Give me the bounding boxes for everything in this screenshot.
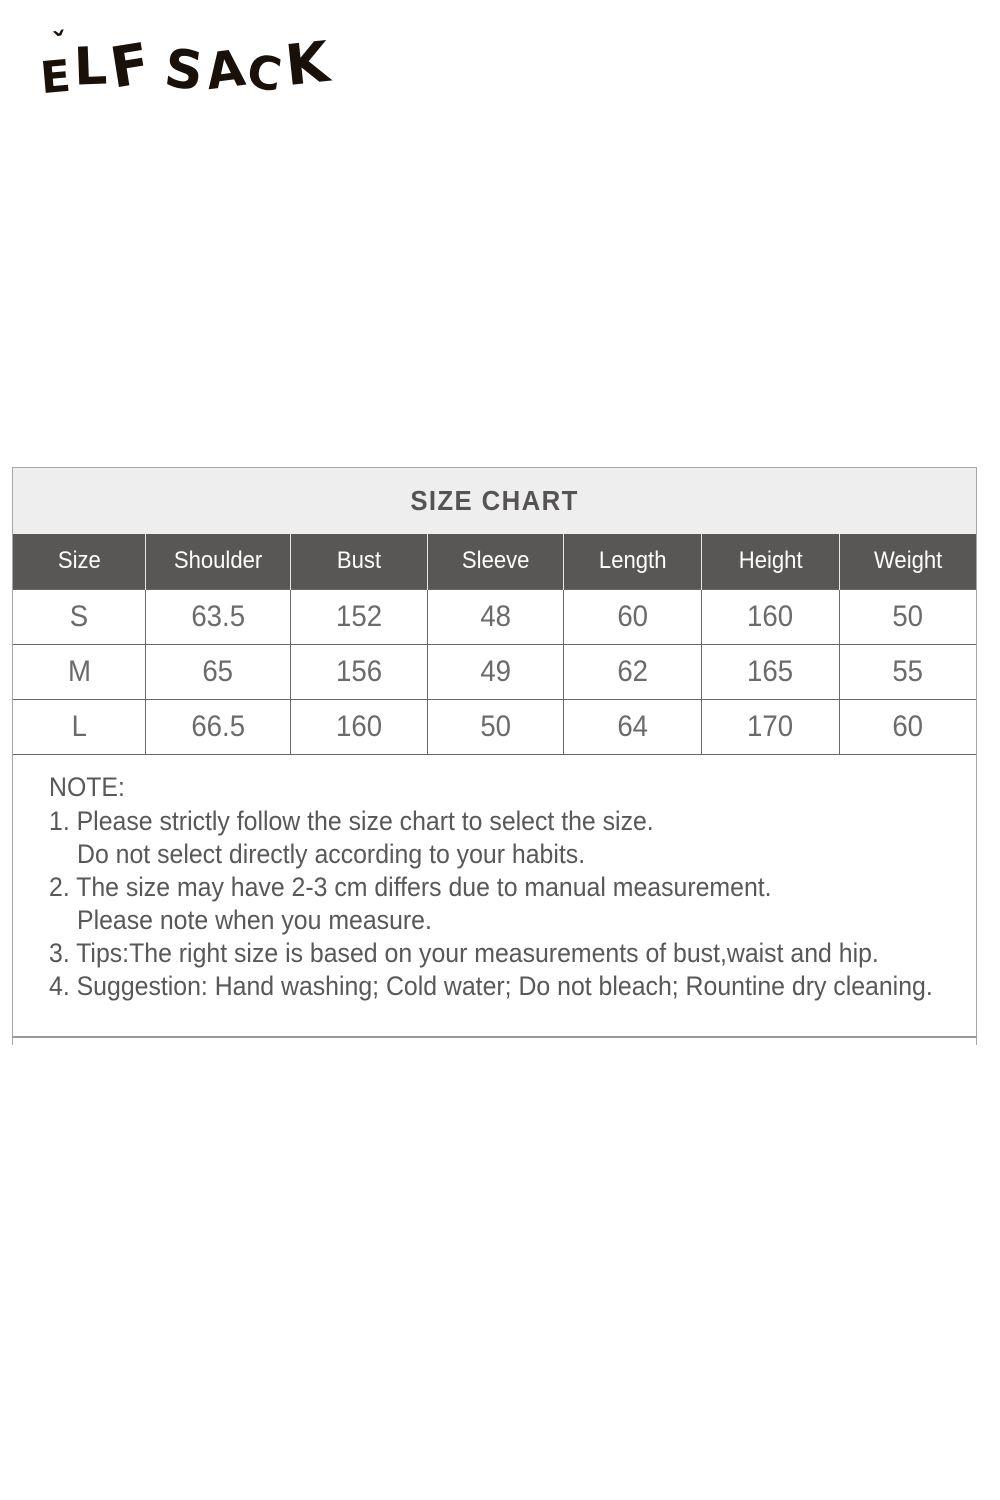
notes-heading: NOTE: — [49, 769, 956, 805]
note-line: Please note when you measure. — [49, 904, 956, 937]
note-line: 4. Suggestion: Hand washing; Cold water;… — [49, 970, 956, 1003]
size-cell: M — [13, 643, 147, 700]
column-header-length: Length — [563, 534, 702, 589]
size-cell: 63.5 — [145, 588, 291, 645]
size-cell: 66.5 — [145, 698, 291, 755]
logo-letter: E — [38, 50, 73, 105]
size-cell: 65 — [145, 643, 291, 700]
logo-letter: S — [161, 37, 207, 104]
size-value: 160 — [747, 599, 794, 633]
size-row-m: M 65 156 49 62 165 55 — [13, 643, 976, 700]
note-text: 2. The size may have 2-3 cm differs due … — [49, 871, 772, 902]
size-value: 62 — [617, 654, 648, 688]
size-cell: 64 — [563, 698, 702, 755]
column-header-label: Sleeve — [461, 547, 530, 575]
size-value: 165 — [747, 654, 794, 688]
column-header-label: Size — [57, 547, 101, 575]
size-cell: L — [13, 698, 147, 755]
size-value: M — [67, 654, 91, 688]
column-header-label: Bust — [336, 547, 381, 575]
size-row-s: S 63.5 152 48 60 160 50 — [13, 588, 976, 645]
column-header-label: Height — [738, 547, 803, 575]
size-table-header-row: Size Shoulder Bust Sleeve Length Height … — [13, 534, 976, 589]
logo-letter: L — [72, 36, 108, 98]
size-value: L — [71, 709, 87, 743]
size-cell: S — [13, 588, 147, 645]
note-line: 3. Tips:The right size is based on your … — [49, 937, 956, 970]
notes-section: NOTE: 1. Please strictly follow the size… — [13, 755, 976, 1003]
column-header-label: Weight — [873, 547, 943, 575]
column-header-shoulder: Shoulder — [145, 534, 291, 589]
logo-letter: K — [281, 29, 332, 100]
column-header-sleeve: Sleeve — [426, 534, 564, 589]
logo-letter: F — [106, 31, 155, 102]
size-value: 170 — [747, 709, 794, 743]
size-cell: 50 — [426, 698, 565, 755]
logo-letter: C — [243, 43, 286, 103]
size-cell: 152 — [289, 588, 428, 645]
size-cell: 160 — [289, 698, 428, 755]
size-chart-title: SIZE CHART — [410, 485, 579, 516]
size-value: 156 — [335, 654, 382, 688]
column-header-size: Size — [13, 534, 146, 589]
column-header-weight: Weight — [838, 534, 976, 589]
note-text: Please note when you measure. — [77, 904, 432, 935]
size-value: S — [69, 599, 89, 633]
column-header-height: Height — [701, 534, 840, 589]
size-value: 55 — [892, 654, 924, 688]
size-chart-title-bar: SIZE CHART — [13, 468, 976, 534]
size-row-l: L 66.5 160 50 64 170 60 — [13, 698, 976, 755]
size-value: 64 — [617, 709, 648, 743]
note-line: 2. The size may have 2-3 cm differs due … — [49, 871, 956, 904]
size-cell: 50 — [838, 588, 976, 645]
size-cell: 156 — [289, 643, 428, 700]
column-header-bust: Bust — [289, 534, 428, 589]
size-value: 66.5 — [191, 709, 245, 743]
size-chart-panel: SIZE CHART Size Shoulder Bust Sleeve Len… — [12, 467, 977, 1045]
size-table: Size Shoulder Bust Sleeve Length Height … — [13, 534, 976, 755]
size-cell: 160 — [701, 588, 840, 645]
size-value: 50 — [480, 709, 511, 743]
panel-bottom-rule — [12, 1036, 977, 1038]
size-value: 65 — [202, 654, 234, 688]
note-text: 1. Please strictly follow the size chart… — [49, 805, 654, 836]
size-cell: 48 — [426, 588, 565, 645]
size-value: 60 — [617, 599, 648, 633]
size-cell: 170 — [701, 698, 840, 755]
size-value: 49 — [480, 654, 511, 688]
logo-letter: A — [202, 38, 249, 102]
size-cell: 60 — [838, 698, 976, 755]
note-text: 4. Suggestion: Hand washing; Cold water;… — [49, 970, 933, 1001]
column-header-label: Shoulder — [173, 547, 263, 575]
note-text: Do not select directly according to your… — [77, 838, 586, 869]
size-cell: 49 — [426, 643, 565, 700]
size-cell: 62 — [563, 643, 702, 700]
size-value: 63.5 — [191, 599, 245, 633]
brand-logo: ˇ E L F S A C K — [38, 26, 332, 120]
size-value: 48 — [480, 599, 511, 633]
note-line: 1. Please strictly follow the size chart… — [49, 805, 956, 838]
notes-heading-label: NOTE: — [49, 771, 125, 802]
note-text: 3. Tips:The right size is based on your … — [49, 937, 879, 968]
size-value: 50 — [892, 599, 924, 633]
note-line: Do not select directly according to your… — [49, 838, 956, 871]
size-value: 152 — [335, 599, 382, 633]
size-cell: 165 — [701, 643, 840, 700]
size-cell: 60 — [563, 588, 702, 645]
size-value: 160 — [335, 709, 382, 743]
size-value: 60 — [892, 709, 924, 743]
column-header-label: Length — [598, 547, 667, 575]
size-cell: 55 — [838, 643, 976, 700]
